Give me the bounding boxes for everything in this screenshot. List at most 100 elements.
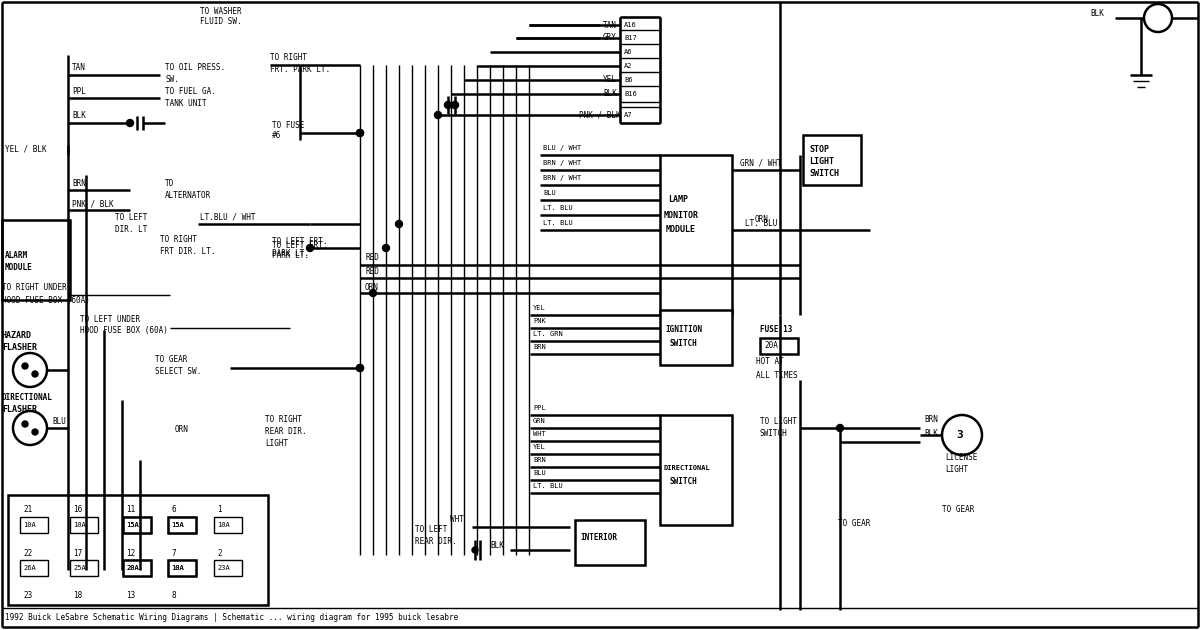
Circle shape bbox=[32, 429, 38, 435]
Text: RED: RED bbox=[365, 253, 379, 263]
Text: TAN: TAN bbox=[604, 21, 617, 30]
Text: 15A: 15A bbox=[126, 522, 139, 528]
Bar bbox=[620, 44, 660, 60]
Text: BLU: BLU bbox=[542, 190, 556, 196]
Text: 8: 8 bbox=[172, 590, 175, 600]
Text: LT. BLU: LT. BLU bbox=[542, 220, 572, 226]
Circle shape bbox=[396, 220, 402, 227]
Text: TO LEFT: TO LEFT bbox=[115, 214, 148, 222]
Text: 23: 23 bbox=[23, 590, 32, 600]
Text: 10A: 10A bbox=[172, 565, 184, 571]
Text: SWITCH: SWITCH bbox=[760, 430, 787, 438]
Text: 15A: 15A bbox=[126, 522, 139, 528]
Text: MODULE: MODULE bbox=[5, 263, 32, 272]
Text: 15A: 15A bbox=[172, 522, 184, 528]
Text: BLK: BLK bbox=[1090, 8, 1104, 18]
Text: BRN / WHT: BRN / WHT bbox=[542, 160, 581, 166]
Text: GRY: GRY bbox=[604, 33, 617, 42]
Text: 26A: 26A bbox=[23, 565, 36, 571]
Bar bbox=[70, 560, 98, 576]
Text: WHT: WHT bbox=[450, 515, 464, 525]
Circle shape bbox=[356, 365, 364, 372]
Text: 12: 12 bbox=[126, 549, 136, 558]
Text: PPL: PPL bbox=[72, 86, 86, 96]
Text: TO LEFT UNDER: TO LEFT UNDER bbox=[80, 316, 140, 324]
Bar bbox=[8, 495, 268, 605]
Text: BRN / WHT: BRN / WHT bbox=[542, 175, 581, 181]
Text: RED: RED bbox=[365, 266, 379, 275]
Circle shape bbox=[370, 290, 377, 297]
Bar bbox=[168, 560, 196, 576]
Text: 1992 Buick LeSabre Schematic Wiring Diagrams | Schematic ... wiring diagram for : 1992 Buick LeSabre Schematic Wiring Diag… bbox=[5, 614, 458, 622]
Bar bbox=[660, 310, 732, 365]
Text: STOP: STOP bbox=[809, 144, 829, 154]
Circle shape bbox=[22, 421, 28, 427]
Text: DIRECTIONAL: DIRECTIONAL bbox=[662, 465, 709, 471]
Circle shape bbox=[356, 130, 364, 137]
Text: A6: A6 bbox=[624, 49, 632, 55]
Text: MODULE: MODULE bbox=[666, 226, 696, 234]
Text: 11: 11 bbox=[126, 505, 136, 515]
Text: INTERIOR: INTERIOR bbox=[580, 534, 617, 542]
Text: YEL: YEL bbox=[533, 305, 546, 311]
Text: TO RIGHT UNDER: TO RIGHT UNDER bbox=[2, 284, 67, 292]
Circle shape bbox=[472, 547, 478, 553]
Text: TO LEFT FRT.: TO LEFT FRT. bbox=[272, 241, 328, 249]
Bar bbox=[214, 560, 242, 576]
Text: 3: 3 bbox=[956, 430, 962, 440]
Text: BLU: BLU bbox=[533, 470, 546, 476]
Text: WHT: WHT bbox=[533, 431, 546, 437]
Text: LT. BLU: LT. BLU bbox=[745, 219, 778, 227]
Text: PARK LT.: PARK LT. bbox=[272, 251, 310, 260]
Circle shape bbox=[32, 371, 38, 377]
Text: TO FUEL GA.: TO FUEL GA. bbox=[166, 88, 216, 96]
Text: ORN: ORN bbox=[175, 425, 188, 435]
Text: BLK: BLK bbox=[72, 112, 86, 120]
Text: FLASHER: FLASHER bbox=[2, 406, 37, 415]
Text: #6: #6 bbox=[272, 132, 281, 140]
Bar bbox=[620, 72, 660, 88]
Text: LT. BLU: LT. BLU bbox=[542, 205, 572, 211]
Bar bbox=[620, 107, 660, 123]
Text: A7: A7 bbox=[624, 112, 632, 118]
Text: PNK: PNK bbox=[533, 318, 546, 324]
Text: YEL / BLK: YEL / BLK bbox=[5, 144, 47, 154]
Text: B6: B6 bbox=[624, 77, 632, 83]
Bar bbox=[214, 517, 242, 533]
Text: TO RIGHT: TO RIGHT bbox=[265, 416, 302, 425]
Text: PNK / BLK: PNK / BLK bbox=[72, 200, 114, 209]
Circle shape bbox=[451, 101, 458, 108]
Text: TO OIL PRESS.: TO OIL PRESS. bbox=[166, 64, 226, 72]
Text: 20A: 20A bbox=[764, 341, 778, 350]
Text: TO WASHER: TO WASHER bbox=[200, 8, 241, 16]
Text: PPL: PPL bbox=[533, 405, 546, 411]
Text: PARK LT.: PARK LT. bbox=[272, 249, 310, 258]
Text: FRT DIR. LT.: FRT DIR. LT. bbox=[160, 246, 216, 256]
Text: TO FUSE: TO FUSE bbox=[272, 120, 305, 130]
Bar bbox=[168, 517, 196, 533]
Bar bbox=[620, 30, 660, 46]
Text: HOOD FUSE BOX (60A): HOOD FUSE BOX (60A) bbox=[80, 326, 168, 336]
Text: BRN: BRN bbox=[924, 416, 938, 425]
Text: ORN: ORN bbox=[755, 215, 769, 224]
Text: LIGHT: LIGHT bbox=[265, 440, 288, 449]
Text: A2: A2 bbox=[624, 63, 632, 69]
Text: TO: TO bbox=[166, 180, 174, 188]
Text: FRT. PARK LT.: FRT. PARK LT. bbox=[270, 64, 330, 74]
Bar bbox=[124, 517, 151, 533]
Text: BRN: BRN bbox=[533, 344, 546, 350]
Circle shape bbox=[383, 244, 390, 251]
Bar bbox=[168, 517, 196, 533]
Bar bbox=[575, 520, 646, 565]
Text: SWITCH: SWITCH bbox=[809, 168, 839, 178]
Text: SELECT SW.: SELECT SW. bbox=[155, 367, 202, 377]
Text: REAR DIR.: REAR DIR. bbox=[265, 428, 307, 437]
Text: YEL: YEL bbox=[604, 76, 617, 84]
Text: 21: 21 bbox=[23, 505, 32, 515]
Text: IGNITION: IGNITION bbox=[665, 326, 702, 335]
Text: TO LEFT: TO LEFT bbox=[415, 525, 448, 534]
Text: TAN: TAN bbox=[72, 64, 86, 72]
Text: LT. GRN: LT. GRN bbox=[533, 331, 563, 337]
Text: FLUID SW.: FLUID SW. bbox=[200, 18, 241, 26]
Bar bbox=[168, 560, 196, 576]
